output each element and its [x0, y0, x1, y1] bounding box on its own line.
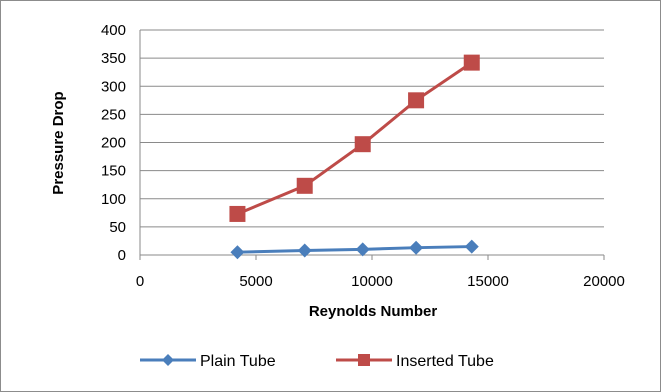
- y-tick-labels: 0 50 100 150 200 250 300 350 400: [101, 22, 126, 264]
- data-point-plain-tube: [464, 239, 479, 254]
- x-tick-label: 10000: [351, 273, 393, 290]
- data-point-plain-tube: [355, 242, 370, 257]
- legend-marker-plain-tube: [162, 354, 174, 366]
- data-point-plain-tube: [297, 243, 312, 258]
- y-tick-label: 250: [101, 106, 126, 123]
- y-tick-label: 0: [118, 247, 126, 264]
- data-point-inserted-tube: [408, 92, 425, 109]
- series: [229, 54, 480, 260]
- legend-marker-inserted-tube: [358, 354, 370, 366]
- y-tick-label: 300: [101, 78, 126, 95]
- data-point-inserted-tube: [296, 177, 313, 194]
- gridlines: [140, 29, 604, 228]
- legend-label-plain-tube: Plain Tube: [200, 353, 276, 370]
- x-tick-label: 20000: [583, 273, 625, 290]
- legend: Plain Tube Inserted Tube: [140, 353, 494, 370]
- data-point-inserted-tube: [229, 205, 246, 222]
- legend-label-inserted-tube: Inserted Tube: [396, 353, 494, 370]
- y-tick-label: 100: [101, 191, 126, 208]
- x-tick-label: 0: [136, 273, 144, 290]
- data-point-inserted-tube: [463, 54, 480, 71]
- y-axis-title: Pressure Drop: [50, 91, 67, 194]
- y-tick-label: 50: [109, 219, 126, 236]
- x-axis-title: Reynolds Number: [309, 303, 438, 320]
- y-tick-label: 150: [101, 163, 126, 180]
- x-tick-label: 5000: [239, 273, 272, 290]
- legend-item-inserted-tube: Inserted Tube: [336, 353, 494, 370]
- data-point-plain-tube: [409, 240, 424, 255]
- data-point-plain-tube: [230, 245, 245, 260]
- legend-item-plain-tube: Plain Tube: [140, 353, 276, 370]
- x-tick-label: 15000: [467, 273, 509, 290]
- axes: [139, 30, 605, 260]
- x-tick-labels: 0 5000 10000 15000 20000: [136, 273, 625, 290]
- series-line-plain-tube: [237, 245, 472, 254]
- y-tick-label: 400: [101, 22, 126, 39]
- series-line-inserted-tube: [236, 61, 473, 216]
- data-point-inserted-tube: [354, 136, 371, 153]
- y-tick-label: 350: [101, 50, 126, 67]
- y-tick-label: 200: [101, 135, 126, 152]
